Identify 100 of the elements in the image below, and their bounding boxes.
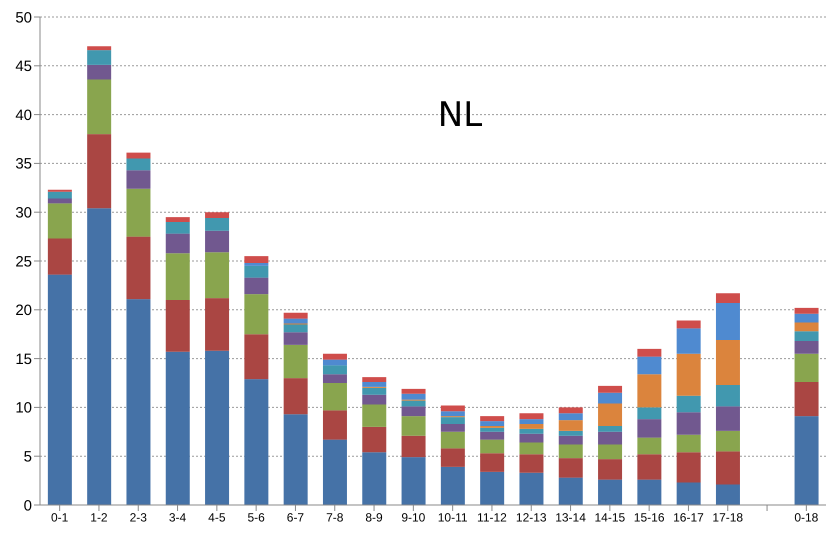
bar bbox=[322, 440, 347, 505]
bar bbox=[637, 348, 662, 357]
bar bbox=[440, 466, 465, 505]
bar bbox=[558, 413, 583, 420]
bar bbox=[637, 480, 662, 505]
bar bbox=[558, 430, 583, 436]
bar bbox=[48, 192, 72, 199]
bar bbox=[440, 417, 465, 424]
x-tick-label: 6-7 bbox=[286, 510, 304, 525]
bar bbox=[362, 377, 386, 382]
bar bbox=[716, 430, 740, 452]
bar bbox=[205, 218, 230, 231]
x-tick-label: 7-8 bbox=[326, 510, 344, 525]
bar bbox=[716, 451, 740, 485]
x-tick-label: 14-15 bbox=[594, 510, 626, 525]
bar bbox=[48, 238, 72, 275]
bar bbox=[362, 426, 386, 452]
bar bbox=[244, 294, 268, 334]
x-tick-label: 3-4 bbox=[168, 510, 187, 525]
bar bbox=[126, 170, 150, 189]
bar bbox=[716, 384, 740, 406]
y-tick-label: 15 bbox=[15, 350, 32, 368]
bar bbox=[519, 454, 544, 473]
x-tick-label: 5-6 bbox=[247, 510, 266, 525]
bar bbox=[87, 46, 112, 50]
text: NL bbox=[436, 95, 484, 135]
bar bbox=[598, 403, 622, 426]
x-tick-label: 12-13 bbox=[516, 510, 547, 525]
bar bbox=[402, 416, 426, 436]
bar bbox=[126, 299, 150, 505]
y-tick-label: 5 bbox=[24, 448, 32, 466]
bar bbox=[676, 320, 701, 328]
bar bbox=[676, 396, 701, 412]
bar bbox=[166, 253, 190, 300]
bar bbox=[402, 406, 426, 416]
bar bbox=[87, 79, 112, 134]
bar bbox=[205, 230, 230, 252]
bar bbox=[519, 428, 544, 434]
y-tick-label: 50 bbox=[15, 9, 32, 26]
bar bbox=[637, 438, 662, 454]
y-tick-label: 35 bbox=[15, 156, 32, 173]
bar bbox=[284, 344, 308, 378]
bar bbox=[440, 424, 465, 432]
bar bbox=[676, 354, 701, 396]
bar bbox=[322, 354, 347, 360]
bar bbox=[126, 236, 150, 300]
bar bbox=[284, 318, 308, 324]
bar bbox=[244, 256, 268, 263]
bar bbox=[126, 158, 150, 170]
bar bbox=[322, 374, 347, 383]
bar bbox=[676, 452, 701, 483]
bar bbox=[402, 457, 426, 505]
bar bbox=[126, 152, 150, 159]
bar bbox=[205, 298, 230, 351]
bar bbox=[87, 134, 112, 208]
x-tick-label: 9-10 bbox=[401, 510, 426, 525]
x-tick-label: 17-18 bbox=[712, 510, 744, 525]
x-tick-label: 4-5 bbox=[208, 510, 226, 525]
x-tick-label: 2-3 bbox=[130, 510, 148, 525]
y-tick-label: 10 bbox=[15, 400, 32, 417]
bar bbox=[637, 374, 662, 408]
bar bbox=[440, 448, 465, 467]
bar bbox=[794, 354, 819, 382]
bar bbox=[637, 356, 662, 374]
bar bbox=[480, 428, 504, 432]
bar bbox=[48, 198, 72, 204]
bar bbox=[598, 386, 622, 393]
bar bbox=[637, 454, 662, 480]
bar bbox=[126, 188, 150, 237]
y-tick-label: 20 bbox=[15, 302, 32, 320]
bar bbox=[480, 432, 504, 440]
x-tick-label: 16-17 bbox=[673, 510, 704, 525]
bar bbox=[676, 412, 701, 435]
bar bbox=[519, 424, 544, 429]
x-tick-label: 8-9 bbox=[365, 510, 384, 525]
bar bbox=[440, 405, 465, 412]
bar bbox=[480, 472, 504, 505]
bar bbox=[716, 302, 740, 340]
bar bbox=[558, 420, 583, 431]
bar bbox=[558, 478, 583, 505]
x-tick-label: 0-18 bbox=[794, 510, 819, 525]
bar bbox=[558, 436, 583, 444]
bar bbox=[402, 394, 426, 400]
bar bbox=[87, 64, 112, 80]
bar bbox=[716, 293, 740, 303]
bar bbox=[284, 414, 308, 505]
bar bbox=[322, 365, 347, 374]
bar bbox=[440, 432, 465, 448]
y-tick-label: 0 bbox=[24, 497, 32, 514]
x-tick-label: 15-16 bbox=[634, 510, 665, 525]
bar bbox=[598, 480, 622, 505]
bar bbox=[558, 458, 583, 478]
bar bbox=[794, 382, 819, 416]
bar bbox=[598, 392, 622, 404]
bar bbox=[716, 484, 740, 505]
bar bbox=[558, 407, 583, 414]
bar bbox=[480, 453, 504, 472]
bar bbox=[676, 328, 701, 354]
bar bbox=[284, 324, 308, 332]
bar bbox=[244, 334, 268, 380]
